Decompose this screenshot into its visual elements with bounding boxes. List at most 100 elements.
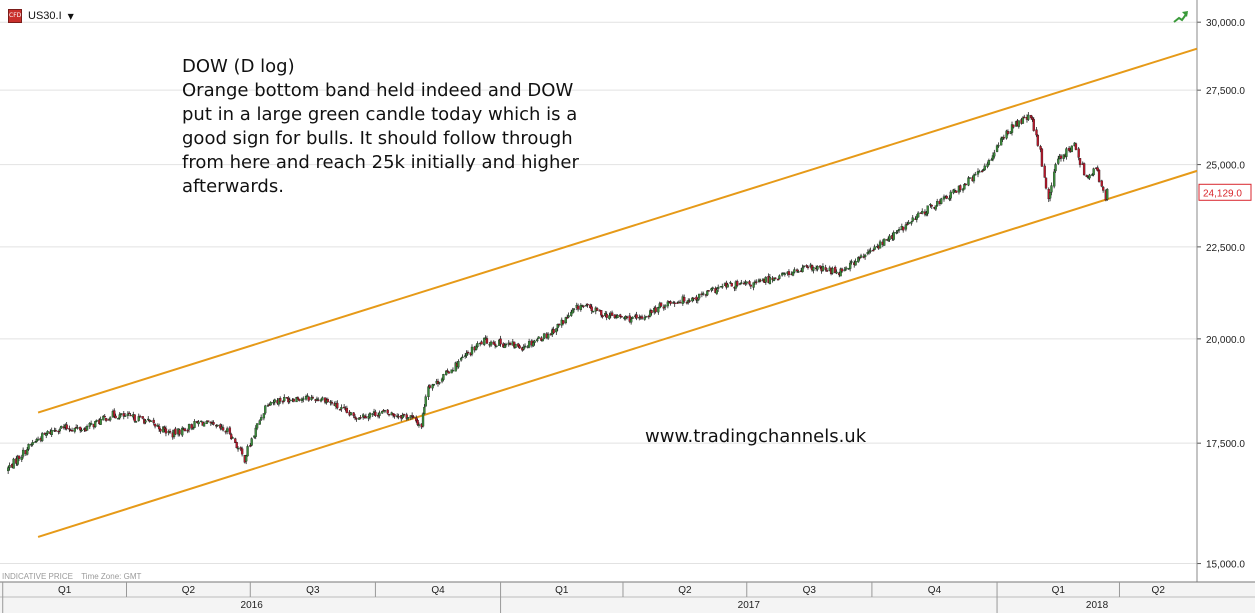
candle-body <box>503 344 506 349</box>
candle-body <box>113 410 116 417</box>
candle-body <box>109 417 112 421</box>
candle-body <box>873 246 876 250</box>
candle-body <box>192 427 195 430</box>
candle-body <box>650 310 653 314</box>
candle-body <box>643 317 646 320</box>
candle-body <box>412 416 415 418</box>
candle-body <box>342 406 346 409</box>
candle-body <box>978 171 981 173</box>
candle-body <box>666 301 670 307</box>
candle-body <box>296 397 300 400</box>
candle-body <box>888 235 891 240</box>
candle-body <box>654 307 657 313</box>
website-watermark: www.tradingchannels.uk <box>645 426 867 447</box>
candle-body <box>990 159 993 161</box>
candle-body <box>152 419 155 424</box>
candle-body <box>964 183 967 186</box>
candle-body <box>432 383 436 386</box>
candle-body <box>906 223 909 226</box>
candle-body <box>355 418 358 420</box>
candle-body <box>1044 177 1048 189</box>
candle-body <box>600 310 603 316</box>
caret-down-icon[interactable]: ▼ <box>67 11 74 21</box>
candle-body <box>190 424 193 429</box>
candle-body <box>1070 145 1074 152</box>
candle-body <box>926 205 929 214</box>
candle-body <box>231 437 234 439</box>
candle-body <box>1023 116 1026 119</box>
y-tick-label: 27,500.0 <box>1206 86 1245 97</box>
candle-body <box>825 270 829 272</box>
candle-body <box>1092 168 1095 176</box>
candle-body <box>764 277 767 283</box>
channel-line <box>37 47 1198 414</box>
candle-body <box>706 290 709 296</box>
quarter-label: Q2 <box>182 585 196 596</box>
candle-body <box>934 205 937 210</box>
candle-body <box>1021 117 1025 124</box>
candle-body <box>262 413 266 419</box>
candle-body <box>138 416 142 418</box>
candle-body <box>748 281 751 285</box>
candle-body <box>1082 163 1086 176</box>
candle-body <box>371 413 374 415</box>
annotation-line: from here and reach 25k initially and hi… <box>182 152 579 173</box>
candle-body <box>608 315 611 319</box>
candle-body <box>1027 114 1030 120</box>
candle-body <box>134 421 138 423</box>
candle-body <box>216 424 219 427</box>
candle-body <box>595 308 599 311</box>
candle-body <box>917 212 920 218</box>
candle-body <box>683 297 686 302</box>
candle-body <box>536 339 539 342</box>
candle-body <box>532 342 535 347</box>
candle-body <box>117 418 120 420</box>
candle-body <box>480 341 483 345</box>
candle-body <box>465 352 468 357</box>
candle-body <box>882 238 886 246</box>
candle-body <box>54 430 57 432</box>
candle-body <box>368 413 372 418</box>
candle-body <box>892 232 895 240</box>
annotation-line: put in a large green candle today which … <box>182 104 578 125</box>
candle-body <box>812 267 815 271</box>
candle-body <box>159 429 162 432</box>
candle-body <box>397 415 400 418</box>
candle-body <box>246 446 249 457</box>
candle-body <box>202 422 206 427</box>
candle-body <box>288 399 291 402</box>
trend-arrow-icon[interactable] <box>1173 10 1189 24</box>
year-label: 2016 <box>241 600 264 611</box>
candle-body <box>26 449 29 455</box>
candle-body <box>149 420 153 422</box>
candle-body <box>258 420 261 425</box>
candle-body <box>780 273 784 276</box>
candle-body <box>902 226 905 231</box>
candle-body <box>955 190 958 193</box>
candle-body <box>50 430 53 436</box>
candle-body <box>797 271 800 273</box>
candle-body <box>1032 119 1035 131</box>
candle-body <box>338 408 342 411</box>
candle-body <box>673 302 676 305</box>
candle-body <box>489 341 493 346</box>
candle-body <box>417 424 421 426</box>
candle-body <box>273 399 276 403</box>
candle-body <box>410 415 414 417</box>
candle-body <box>572 308 576 310</box>
symbol-selector[interactable]: CFD US30.I ▼ <box>8 7 74 25</box>
candle-body <box>778 275 781 279</box>
quarter-label: Q1 <box>58 585 72 596</box>
candle-body <box>27 443 30 450</box>
candle-body <box>999 138 1003 146</box>
candle-body <box>206 420 210 422</box>
candle-body <box>156 425 159 427</box>
candle-body <box>450 369 453 374</box>
candle-body <box>1036 135 1040 146</box>
candle-body <box>476 343 479 348</box>
candle-body <box>228 427 232 434</box>
candle-body <box>383 410 387 412</box>
candle-body <box>307 396 310 401</box>
candle-body <box>393 414 396 417</box>
